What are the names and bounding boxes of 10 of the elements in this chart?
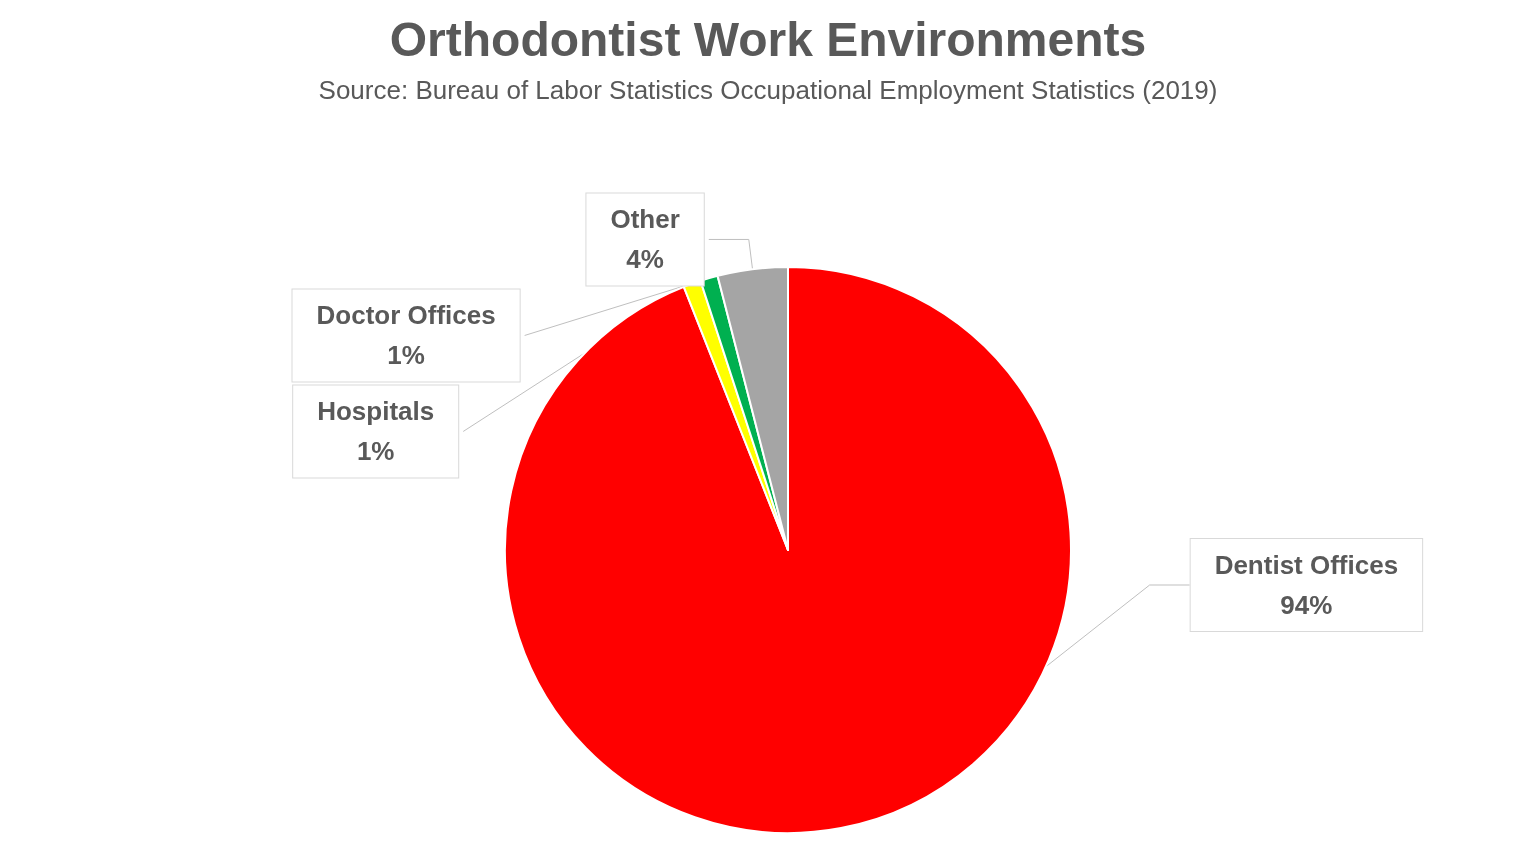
chart-subtitle: Source: Bureau of Labor Statistics Occupational Employment Statistics (2019) [318, 75, 1218, 105]
slice-label: Doctor Offices [316, 300, 496, 331]
slice-label: Dentist Offices [1214, 550, 1399, 580]
chart-title: Orthodontist Work Environments [389, 12, 1147, 66]
slice-label: Other [610, 204, 680, 235]
data-label: 1% [387, 340, 425, 371]
slice-label: Hospitals [317, 396, 435, 427]
data-label: 94% [1280, 590, 1333, 620]
data-label: 1% [356, 436, 395, 467]
data-label: 4% [626, 244, 664, 275]
